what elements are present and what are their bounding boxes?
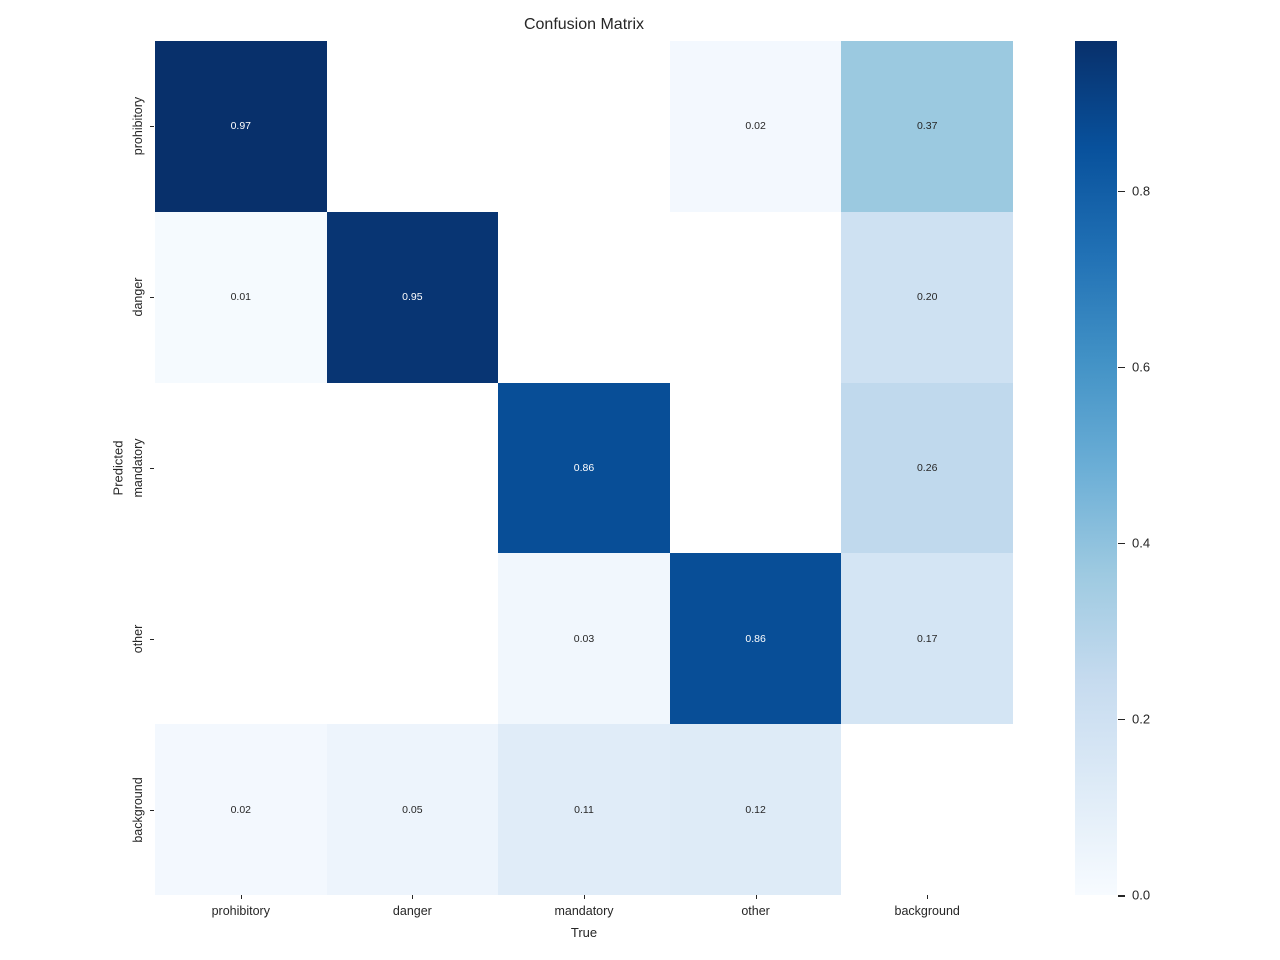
y-axis-label: Predicted: [110, 440, 126, 496]
colorbar-tickmark-0.2: [1118, 718, 1125, 721]
colorbar-tickmark-0.6: [1118, 366, 1125, 369]
cell-other-background: 0.17: [841, 553, 1013, 725]
colorbar-tick-label-0.6: 0.6: [1132, 359, 1151, 375]
cell-other-danger: [326, 553, 499, 725]
cell-other-other: 0.86: [669, 553, 842, 725]
cell-prohibitory-prohibitory: 0.97: [155, 41, 327, 212]
cell-background-prohibitory: 0.02: [155, 724, 327, 895]
chart-title: Confusion Matrix: [523, 16, 645, 33]
cell-danger-background: 0.20: [841, 211, 1013, 383]
cell-mandatory-prohibitory: [155, 382, 327, 554]
x-tick-label-other: other: [741, 904, 770, 918]
cell-background-background: [841, 724, 1013, 895]
cell-mandatory-other: [669, 382, 842, 554]
colorbar-tickmark-0.8: [1118, 190, 1125, 193]
cell-danger-mandatory: [498, 211, 670, 383]
x-tickmark-other: [755, 895, 757, 899]
cell-background-danger: 0.05: [326, 724, 499, 895]
cell-background-mandatory: 0.11: [498, 724, 670, 895]
cell-prohibitory-other: 0.02: [669, 41, 842, 212]
cell-other-mandatory: 0.03: [498, 553, 670, 725]
colorbar: [1075, 41, 1117, 895]
heatmap-grid: 0.97 0.02 0.37 0.01 0.95 0.20 0.86 0.26 0.03 0.86…: [155, 41, 1013, 895]
x-tickmark-prohibitory: [240, 895, 242, 899]
y-tick-label-danger: danger: [131, 277, 145, 317]
x-tick-label-prohibitory: prohibitory: [211, 904, 270, 918]
colorbar-tick-label-0.0: 0.0: [1132, 887, 1151, 903]
x-tickmark-mandatory: [584, 895, 585, 899]
cell-mandatory-mandatory: 0.86: [498, 382, 670, 554]
cell-prohibitory-mandatory: [498, 41, 670, 212]
y-tickmark-other: [150, 638, 154, 640]
x-tick-label-mandatory: mandatory: [554, 904, 614, 918]
colorbar-tick-label-0.4: 0.4: [1132, 535, 1151, 551]
cell-prohibitory-background: 0.37: [841, 41, 1013, 212]
colorbar-tick-label-0.8: 0.8: [1132, 183, 1151, 199]
x-tick-label-danger: danger: [392, 904, 432, 918]
y-tickmark-mandatory: [150, 468, 154, 469]
y-tickmark-background: [150, 809, 154, 811]
y-tick-label-other: other: [131, 624, 145, 654]
x-axis-label: True: [570, 925, 598, 940]
y-tick-label-background: background: [131, 776, 145, 843]
y-tick-label-prohibitory: prohibitory: [131, 97, 145, 156]
cell-danger-other: [669, 211, 842, 383]
colorbar-tick-label-0.2: 0.2: [1132, 711, 1151, 727]
x-tick-label-background: background: [894, 904, 960, 918]
cell-prohibitory-danger: [326, 41, 499, 212]
cell-danger-prohibitory: 0.01: [155, 211, 327, 383]
y-tick-label-mandatory: mandatory: [131, 438, 145, 498]
cell-other-prohibitory: [155, 553, 327, 725]
x-tickmark-background: [927, 895, 929, 899]
cell-danger-danger: 0.95: [326, 211, 499, 383]
colorbar-tickmark-0.0: [1118, 895, 1125, 897]
cell-mandatory-background: 0.26: [841, 382, 1013, 554]
y-tickmark-prohibitory: [150, 126, 154, 128]
cell-background-other: 0.12: [669, 724, 842, 895]
x-tickmark-danger: [412, 895, 414, 899]
y-tickmark-danger: [150, 297, 154, 299]
colorbar-tickmark-0.4: [1118, 542, 1125, 545]
cell-mandatory-danger: [326, 382, 499, 554]
